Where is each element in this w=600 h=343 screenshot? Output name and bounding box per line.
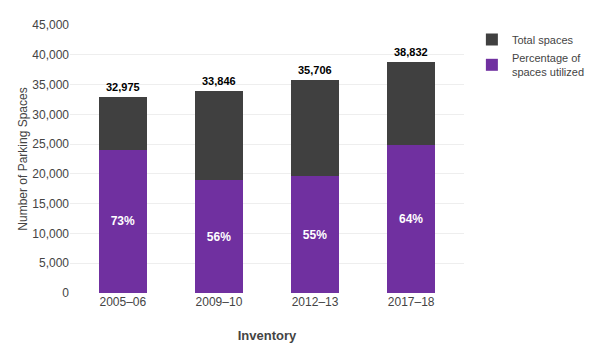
svg-text:38,832: 38,832 [394,46,428,58]
svg-text:Total spaces: Total spaces [512,34,574,46]
svg-text:2012–13: 2012–13 [292,295,339,309]
svg-text:2017–18: 2017–18 [388,295,435,309]
svg-text:15,000: 15,000 [32,197,69,211]
svg-text:35,706: 35,706 [298,64,332,76]
svg-text:5,000: 5,000 [39,256,69,270]
svg-text:20,000: 20,000 [32,167,69,181]
svg-text:2009–10: 2009–10 [196,295,243,309]
svg-text:2005–06: 2005–06 [99,295,146,309]
svg-text:25,000: 25,000 [32,137,69,151]
svg-text:33,846: 33,846 [202,75,236,87]
svg-text:0: 0 [62,286,69,300]
svg-text:30,000: 30,000 [32,108,69,122]
svg-text:56%: 56% [207,230,231,244]
svg-text:35,000: 35,000 [32,78,69,92]
svg-text:10,000: 10,000 [32,227,69,241]
svg-text:32,975: 32,975 [106,81,140,93]
svg-text:64%: 64% [399,212,423,226]
svg-text:55%: 55% [303,228,327,242]
svg-text:73%: 73% [111,214,135,228]
svg-text:Number of Parking Spaces: Number of Parking Spaces [16,87,30,230]
svg-text:Percentage ofspaces utilized: Percentage ofspaces utilized [512,52,584,78]
svg-text:45,000: 45,000 [32,18,69,32]
svg-text:Inventory: Inventory [238,328,297,343]
svg-text:40,000: 40,000 [32,48,69,62]
